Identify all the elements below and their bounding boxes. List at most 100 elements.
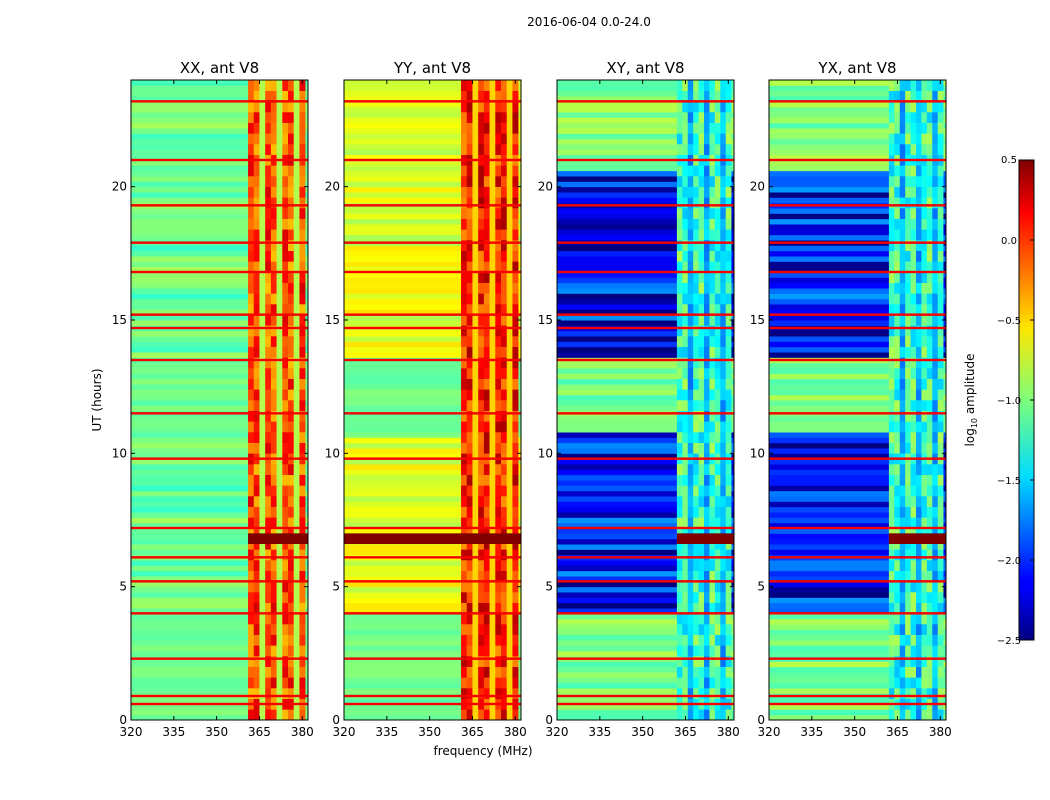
rfi-cell <box>483 197 490 209</box>
rfi-cell <box>725 549 732 561</box>
rfi-cell <box>512 581 519 593</box>
rfi-cell <box>676 90 683 102</box>
rfi-cell <box>248 80 255 91</box>
rfi-cell <box>921 464 928 475</box>
heatmap-cell <box>344 352 521 358</box>
rfi-cell <box>472 677 479 689</box>
rfi-cell <box>894 474 901 486</box>
rfi-cell <box>894 314 901 326</box>
rfi-cell <box>916 112 922 123</box>
rfi-cell <box>676 304 683 315</box>
rfi-cell <box>894 677 901 689</box>
heatmap-cell <box>344 394 521 401</box>
rfi-cell <box>276 570 283 582</box>
rfi-cell <box>687 474 694 486</box>
rfi-cell <box>725 389 732 401</box>
rfi-cell <box>905 112 911 123</box>
rfi-cell <box>725 186 732 198</box>
rfi-cell <box>512 666 519 678</box>
panel-frame <box>768 79 947 721</box>
rfi-cell <box>253 112 260 123</box>
rfi-cell <box>512 229 519 241</box>
x-tick-label: 320 <box>546 725 569 739</box>
heatmap-cell <box>344 496 521 502</box>
heatmap-cell <box>557 368 734 374</box>
heatmap-cell <box>557 597 734 604</box>
rfi-cell <box>293 378 300 390</box>
heatmap-cell <box>769 496 946 502</box>
rfi-cell <box>725 314 732 326</box>
rfi-cell <box>461 229 468 241</box>
rfi-cell <box>265 208 272 219</box>
rfi-cell <box>709 496 716 507</box>
rfi-cell <box>276 442 283 454</box>
rfi-cell <box>693 293 699 305</box>
x-tick-label: 335 <box>375 725 398 739</box>
rfi-cell <box>937 709 944 721</box>
colorbar-label: log10 amplitude <box>963 354 979 447</box>
rfi-cell <box>293 613 300 625</box>
rfi-cell <box>905 314 911 326</box>
rfi-cell <box>905 496 911 507</box>
flagged-row <box>131 526 308 530</box>
rfi-cell <box>693 197 699 209</box>
rfi-cell <box>894 442 901 454</box>
rfi-cell <box>714 122 721 134</box>
heatmap-cell <box>769 389 946 396</box>
rfi-cell <box>894 240 901 251</box>
rfi-cell <box>905 709 911 721</box>
rfi-cell <box>478 122 485 134</box>
rfi-cell <box>483 346 490 358</box>
rfi-cell <box>293 197 300 209</box>
rfi-cell <box>932 208 939 219</box>
heatmap-cell <box>344 677 521 684</box>
rfi-cell <box>894 218 901 230</box>
rfi-cell <box>466 442 473 454</box>
rfi-cell <box>495 314 502 326</box>
rfi-cell <box>725 229 732 241</box>
rfi-cell <box>687 496 694 507</box>
heatmap-cell <box>131 682 308 689</box>
rfi-cell <box>720 517 727 529</box>
heatmap-cell <box>769 666 946 673</box>
rfi-cell <box>676 357 683 369</box>
rfi-cell <box>698 144 705 155</box>
rfi-cell <box>926 101 933 113</box>
rfi-cell <box>709 666 716 678</box>
rfi-cell <box>888 314 895 326</box>
heatmap-cell <box>131 149 308 156</box>
heatmap-cell <box>344 256 521 262</box>
rfi-cell <box>720 378 727 390</box>
rfi-cell <box>495 442 502 454</box>
heatmap-cell <box>769 490 946 497</box>
rfi-cell <box>682 357 689 369</box>
rfi-cell <box>265 442 272 454</box>
rfi-cell <box>932 314 939 326</box>
heatmap-cell <box>769 250 946 257</box>
colorbar-tick-label: −2.5 <box>997 636 1021 647</box>
rfi-cell <box>932 421 939 433</box>
rfi-cell <box>259 229 266 241</box>
rfi-cell <box>506 122 513 134</box>
rfi-cell <box>725 592 732 603</box>
rfi-cell <box>506 282 513 294</box>
rfi-cell <box>276 485 283 497</box>
rfi-cell <box>489 400 496 411</box>
rfi-cell <box>698 378 705 390</box>
rfi-cell <box>926 133 933 145</box>
rfi-cell <box>259 346 266 358</box>
rfi-cell <box>682 517 689 529</box>
rfi-cell <box>478 325 485 337</box>
heatmap-cell <box>344 112 521 118</box>
heatmap-cell <box>131 90 308 97</box>
rfi-cell <box>512 602 519 614</box>
rfi-cell <box>299 389 306 401</box>
rfi-cell <box>478 485 485 497</box>
rfi-cell <box>899 389 906 401</box>
rfi-cell <box>489 517 496 529</box>
rfi-cell <box>299 261 306 273</box>
heatmap-cell <box>344 192 521 198</box>
rfi-cell <box>926 538 933 550</box>
rfi-cell <box>461 346 468 358</box>
rfi-cell <box>501 90 508 102</box>
